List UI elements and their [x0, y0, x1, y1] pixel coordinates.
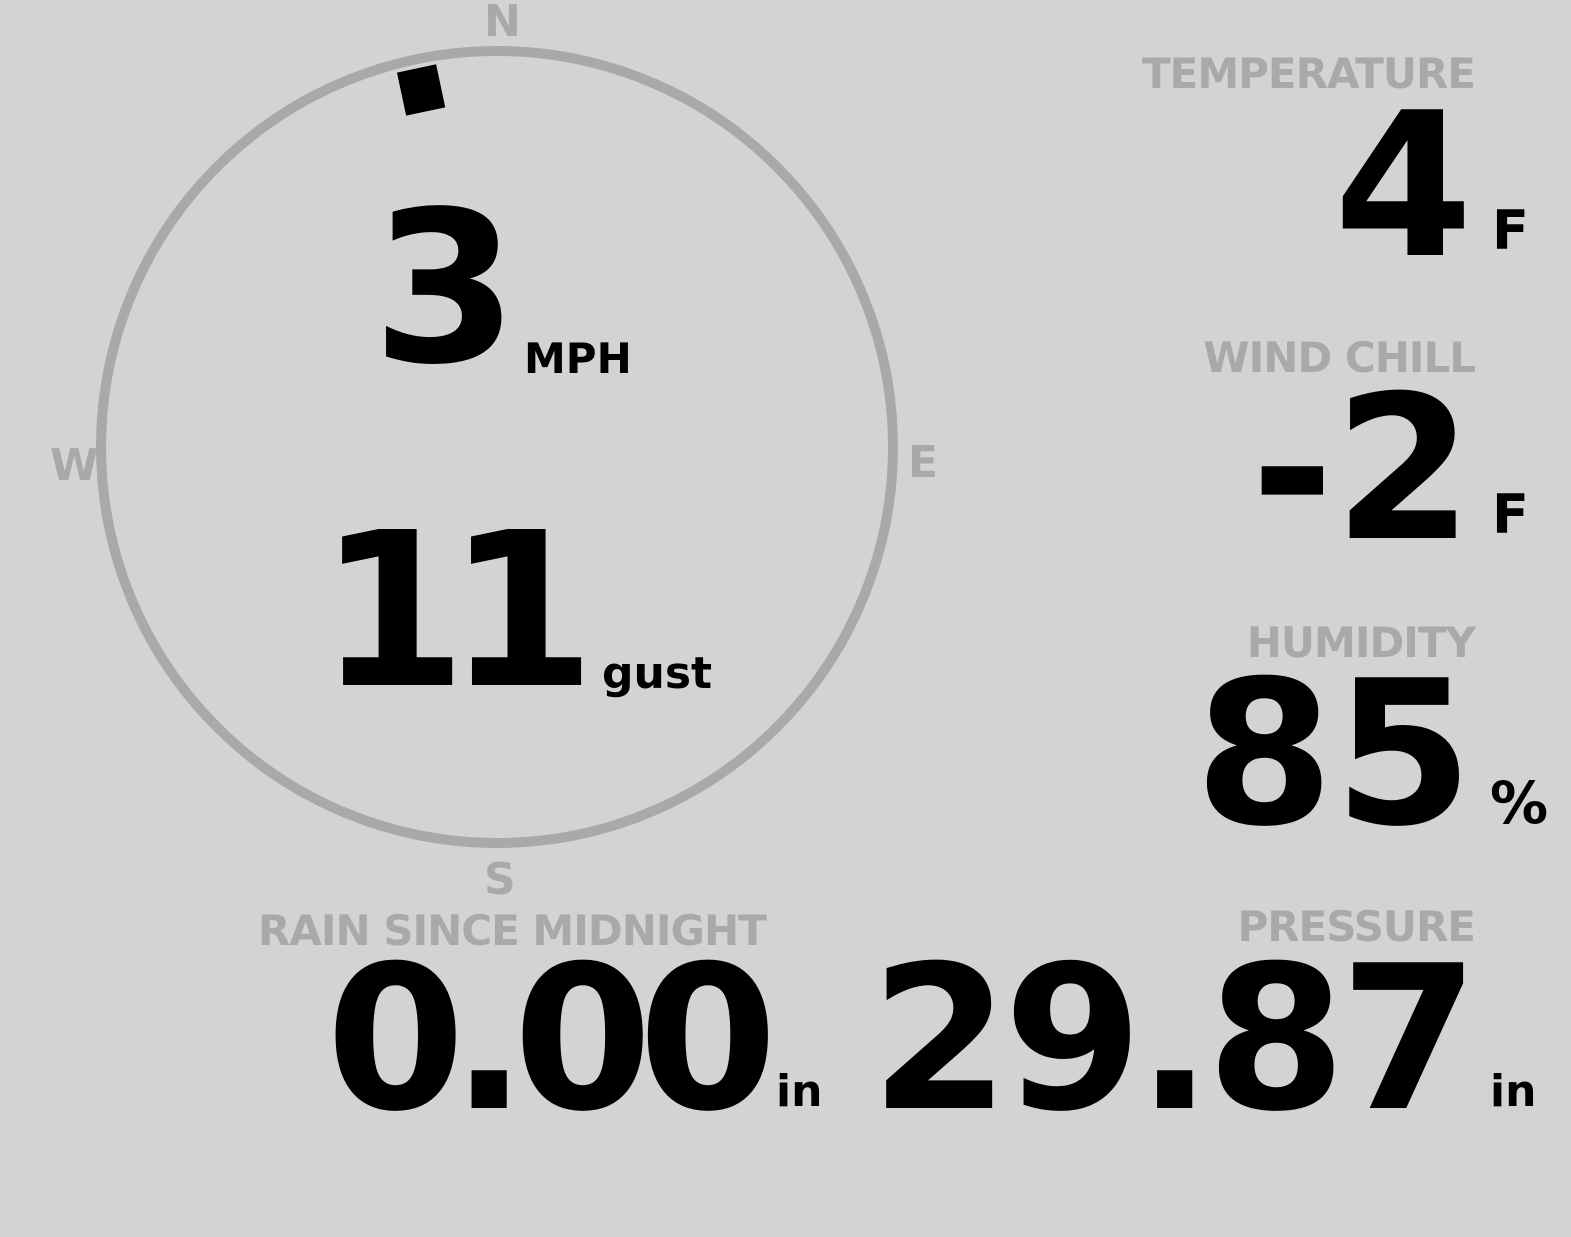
compass-west-label: W — [50, 440, 99, 491]
temperature-value: 4 — [1333, 70, 1473, 303]
pressure-unit: in — [1490, 1066, 1537, 1117]
compass-ring — [96, 46, 898, 848]
wind-chill-value: -2 — [1250, 353, 1473, 586]
wind-gust-value: 11 — [318, 487, 596, 736]
pressure-value: 29.87 — [870, 923, 1479, 1156]
wind-speed-unit: MPH — [524, 334, 632, 383]
rain-label: RAIN SINCE MIDNIGHT — [258, 906, 767, 955]
wind-chill-label: WIND CHILL — [1203, 333, 1476, 382]
pressure-label: PRESSURE — [1237, 902, 1476, 951]
wind-gust-unit: gust — [602, 648, 713, 699]
compass-east-label: E — [908, 437, 939, 488]
wind-chill-unit: F — [1492, 483, 1529, 546]
temperature-unit: F — [1492, 199, 1529, 262]
compass-north-label: N — [484, 0, 521, 47]
humidity-unit: % — [1490, 769, 1549, 837]
wind-speed-value: 3 — [372, 166, 519, 411]
temperature-label: TEMPERATURE — [1142, 49, 1476, 98]
humidity-value: 85 — [1194, 638, 1473, 871]
rain-unit: in — [776, 1066, 823, 1117]
humidity-label: HUMIDITY — [1246, 618, 1476, 667]
compass-south-label: S — [484, 854, 516, 905]
wind-direction-marker — [396, 64, 446, 116]
rain-value: 0.00 — [326, 923, 777, 1156]
